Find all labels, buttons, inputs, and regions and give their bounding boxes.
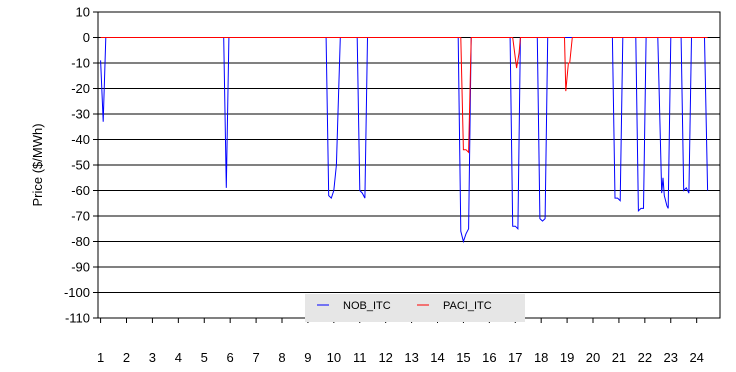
y-tick-label: 0 <box>83 30 90 45</box>
x-tick-label: 16 <box>482 350 496 365</box>
x-tick-label: 3 <box>149 350 156 365</box>
x-axis-ticks: 1 2 3 4 5 6 7 8 9 10 11 12 13 14 15 16 17 18 19 20 21 22 23 24 <box>97 318 704 365</box>
x-tick-label: 6 <box>227 350 234 365</box>
x-tick-label: 9 <box>304 350 311 365</box>
y-tick-label: -100 <box>64 285 90 300</box>
x-tick-label: 21 <box>612 350 626 365</box>
x-tick-label: 15 <box>456 350 470 365</box>
y-tick-label: -30 <box>71 107 90 122</box>
x-tick-label: 11 <box>353 350 367 365</box>
y-tick-label: -20 <box>71 81 90 96</box>
series-lines <box>100 37 709 244</box>
y-tick-label: -60 <box>71 183 90 198</box>
x-tick-label: 4 <box>175 350 182 365</box>
y-axis-title: Price ($/MWh) <box>30 123 45 206</box>
x-tick-label: 10 <box>327 350 341 365</box>
x-tick-label: 8 <box>278 350 285 365</box>
grid-lines <box>98 11 720 319</box>
y-tick-label: 10 <box>76 5 90 20</box>
x-tick-label: 19 <box>560 350 574 365</box>
x-tick-label: 1 <box>97 350 104 365</box>
legend-label: NOB_ITC <box>343 300 391 312</box>
y-tick-label: -70 <box>71 209 90 224</box>
legend: NOB_ITC PACI_ITC <box>305 294 525 322</box>
series-line-paci-itc <box>100 37 708 154</box>
x-tick-label: 18 <box>534 350 548 365</box>
y-tick-label: -40 <box>71 132 90 147</box>
x-tick-label: 7 <box>252 350 259 365</box>
x-tick-label: 23 <box>664 350 678 365</box>
y-tick-label: -10 <box>71 56 90 71</box>
y-axis-ticks: 10 0 -10 -20 -30 -40 -50 -60 -70 -80 -90 -100 -110 <box>64 5 98 326</box>
x-tick-label: 13 <box>404 350 418 365</box>
x-tick-label: 2 <box>123 350 130 365</box>
y-tick-label: -80 <box>71 234 90 249</box>
x-tick-label: 5 <box>201 350 208 365</box>
legend-box <box>305 294 525 322</box>
x-tick-label: 24 <box>689 350 703 365</box>
y-tick-label: -90 <box>71 260 90 275</box>
x-tick-label: 14 <box>430 350 444 365</box>
x-tick-label: 17 <box>508 350 522 365</box>
y-tick-label: -110 <box>65 311 90 326</box>
y-tick-label: -50 <box>71 158 90 173</box>
legend-label: PACI_ITC <box>443 300 492 312</box>
x-tick-label: 20 <box>586 350 600 365</box>
x-tick-label: 12 <box>378 350 392 365</box>
x-tick-label: 22 <box>638 350 652 365</box>
